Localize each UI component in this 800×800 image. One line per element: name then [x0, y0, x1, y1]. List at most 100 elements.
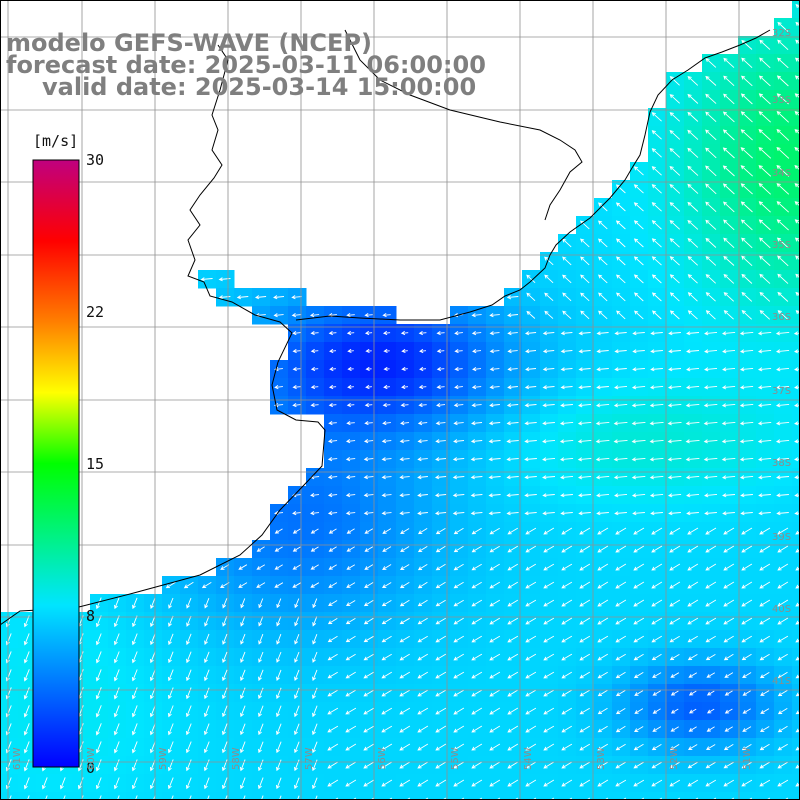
- wind-arrow: [401, 348, 408, 354]
- wind-arrow: [327, 689, 339, 697]
- wind-arrow: [471, 761, 483, 769]
- wind-arrow: [113, 687, 120, 700]
- wind-arrow: [435, 653, 447, 661]
- wind-arrow: [435, 617, 446, 625]
- wind-cell: [18, 792, 37, 800]
- wind-arrow: [649, 439, 664, 444]
- wind-arrow: [669, 581, 681, 589]
- wind-arrow: [524, 457, 537, 462]
- wind-arrow: [777, 291, 789, 302]
- wind-arrow: [705, 635, 716, 643]
- wind-arrow: [669, 220, 681, 230]
- wind-arrow: [775, 439, 790, 444]
- wind-arrow: [542, 367, 555, 372]
- wind-arrow: [777, 653, 788, 661]
- wind-cell: [792, 738, 800, 757]
- wind-arrow: [170, 795, 174, 800]
- wind-arrow: [579, 220, 590, 230]
- wind-arrow: [740, 93, 753, 105]
- wind-arrow: [203, 759, 210, 772]
- wind-arrow: [561, 563, 573, 571]
- wind-arrow: [435, 635, 447, 643]
- wind-arrow: [201, 582, 212, 589]
- wind-arrow: [185, 705, 192, 718]
- wind-arrow: [399, 779, 411, 787]
- wind-arrow: [597, 563, 609, 571]
- wind-arrow: [507, 331, 518, 336]
- wind-arrow: [685, 457, 700, 462]
- wind-arrow: [757, 385, 772, 390]
- wind-arrow: [687, 654, 698, 661]
- wind-arrow: [687, 635, 698, 643]
- wind-arrow: [560, 367, 573, 372]
- wind-arrow: [595, 439, 610, 444]
- wind-arrow: [132, 615, 138, 628]
- wind-arrow: [185, 759, 192, 772]
- wind-arrow: [453, 761, 465, 769]
- wind-arrow: [669, 256, 680, 266]
- wind-arrow: [401, 384, 409, 390]
- wind-arrow: [741, 57, 753, 69]
- wind-cell: [792, 90, 800, 109]
- wind-arrow: [560, 475, 574, 480]
- wind-arrow: [795, 656, 800, 661]
- wind-arrow: [329, 366, 336, 372]
- wind-arrow: [704, 367, 718, 372]
- wind-arrow: [615, 761, 627, 769]
- wind-arrow: [561, 671, 573, 679]
- wind-arrow: [310, 403, 319, 408]
- wind-arrow: [114, 597, 120, 610]
- wind-arrow: [561, 545, 573, 553]
- wind-arrow: [417, 725, 429, 733]
- wind-arrow: [471, 421, 483, 426]
- wind-arrow: [794, 385, 800, 390]
- wind-arrow: [687, 129, 699, 140]
- wind-arrow: [739, 349, 754, 354]
- wind-arrow: [758, 129, 772, 141]
- wind-arrow: [561, 599, 573, 607]
- wind-arrow: [312, 651, 318, 663]
- wind-arrow: [258, 598, 264, 609]
- wind-arrow: [543, 581, 555, 589]
- wind-arrow: [669, 563, 681, 571]
- wind-arrow: [363, 761, 375, 769]
- wind-arrow: [381, 457, 392, 462]
- wind-arrow: [185, 687, 192, 700]
- wind-cell: [792, 252, 800, 271]
- wind-arrow: [776, 237, 789, 249]
- wind-arrow: [150, 615, 156, 628]
- wind-arrow: [275, 777, 282, 790]
- wind-arrow: [489, 349, 500, 354]
- wind-arrow: [740, 111, 753, 123]
- wind-arrow: [633, 599, 645, 607]
- wind-arrow: [186, 633, 192, 646]
- wind-cell: [486, 792, 505, 800]
- lat-label-34s: 34S: [772, 168, 792, 179]
- wind-arrow: [759, 291, 771, 302]
- wind-arrow: [185, 741, 192, 754]
- wind-arrow: [670, 708, 679, 714]
- wind-arrow: [200, 277, 213, 282]
- wind-arrow: [777, 617, 789, 625]
- wind-arrow: [741, 255, 753, 267]
- wind-arrow: [561, 707, 573, 715]
- wind-arrow: [651, 238, 662, 248]
- wind-arrow: [399, 617, 410, 625]
- wind-arrow: [453, 635, 465, 643]
- wind-arrow: [597, 779, 609, 787]
- wind-cell: [522, 792, 541, 800]
- wind-arrow: [615, 292, 626, 302]
- wind-arrow: [222, 615, 228, 627]
- wind-arrow: [131, 687, 138, 700]
- wind-arrow: [5, 759, 12, 772]
- wind-arrow: [651, 274, 662, 284]
- wind-arrow: [185, 723, 192, 736]
- wind-arrow: [258, 705, 264, 718]
- wind-cell: [792, 234, 800, 253]
- wind-arrow: [633, 238, 644, 248]
- wind-arrow: [131, 651, 138, 664]
- wind-arrow: [292, 564, 301, 570]
- wind-arrow: [239, 777, 246, 790]
- wind-arrow: [381, 743, 393, 751]
